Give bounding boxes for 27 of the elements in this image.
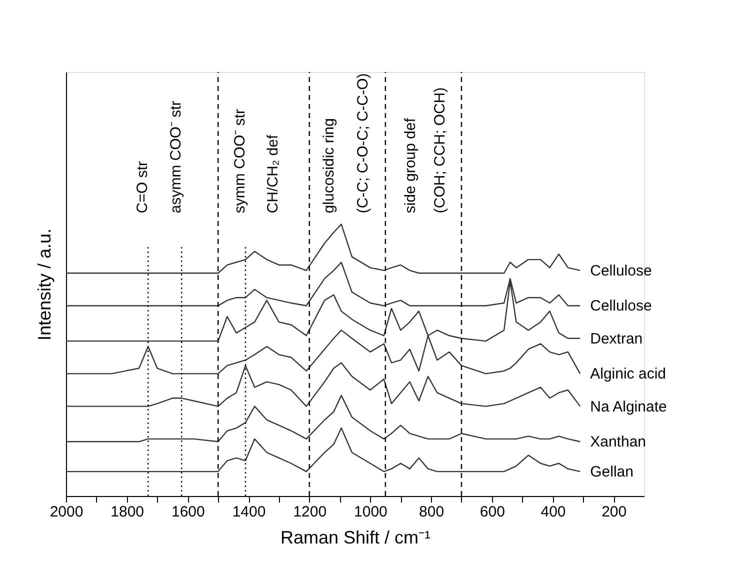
text: (COH; CCH; OCH) (431, 87, 448, 214)
y-axis-title: Intensity / a.u. (34, 228, 54, 341)
text: side group def (402, 117, 419, 214)
series-label: Cellulose (590, 298, 652, 315)
x-tick-label: 800 (419, 504, 444, 520)
x-tick-label: 200 (602, 504, 627, 520)
text: CH/CH₂ def (264, 134, 282, 214)
series-label: Xanthan (590, 434, 646, 451)
text: glucosidic ring (320, 118, 338, 214)
series-label: Gellan (590, 464, 634, 481)
ref-line-label: symm COO⁻ str (231, 109, 248, 214)
series-label: Alginic acid (590, 366, 666, 383)
x-tick-label: 400 (540, 504, 566, 520)
x-tick-label: 1000 (354, 504, 388, 520)
x-axis-title: Raman Shift / cm⁻¹ (280, 528, 431, 548)
series-label: Dextran (590, 330, 643, 348)
series-label: Na Alginate (590, 398, 667, 416)
x-tick-label: 2000 (50, 504, 84, 520)
ref-line-label: C=O str (134, 161, 152, 214)
text: (C-C; C-O-C; C-C-O) (354, 73, 372, 214)
x-tick-label: 600 (480, 504, 505, 520)
series-label: Cellulose (590, 262, 652, 280)
x-tick-label: 1200 (293, 504, 327, 520)
x-tick-label: 1800 (110, 504, 144, 520)
ref-line-label: asymm COO⁻ str (168, 100, 185, 214)
x-tick-label: 1400 (232, 504, 266, 520)
x-tick-label: 1600 (171, 504, 205, 520)
